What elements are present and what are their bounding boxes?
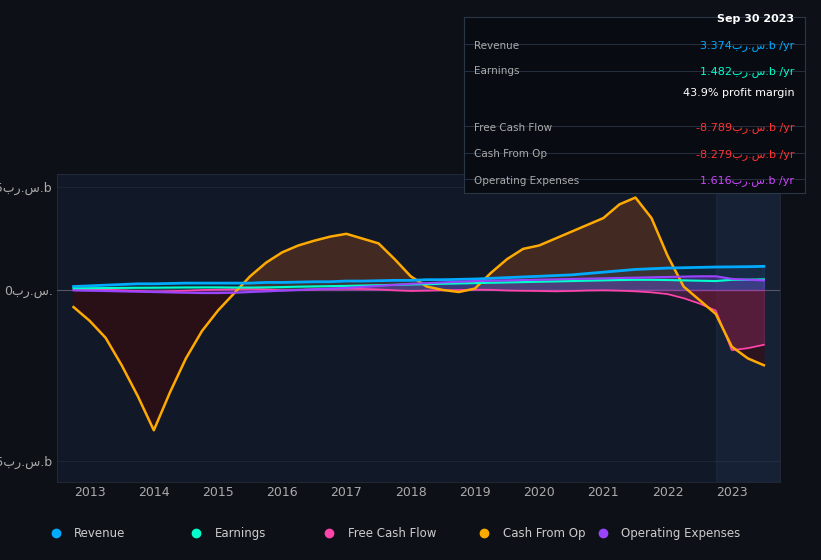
Text: -8.279بر.س.b /yr: -8.279بر.س.b /yr xyxy=(696,149,795,160)
Text: Operating Expenses: Operating Expenses xyxy=(474,176,580,186)
Text: 1.482بر.س.b /yr: 1.482بر.س.b /yr xyxy=(700,66,795,77)
Text: 43.9% profit margin: 43.9% profit margin xyxy=(683,88,795,97)
Text: 1.616بر.س.b /yr: 1.616بر.س.b /yr xyxy=(700,175,795,186)
Text: Free Cash Flow: Free Cash Flow xyxy=(348,527,436,540)
Text: Revenue: Revenue xyxy=(75,527,126,540)
Text: Sep 30 2023: Sep 30 2023 xyxy=(718,15,795,25)
Bar xyxy=(716,174,780,482)
Text: Earnings: Earnings xyxy=(474,67,520,77)
Text: Revenue: Revenue xyxy=(474,41,519,51)
Text: Operating Expenses: Operating Expenses xyxy=(621,527,741,540)
Text: Cash From Op: Cash From Op xyxy=(502,527,585,540)
Text: Cash From Op: Cash From Op xyxy=(474,150,547,160)
Text: 3.374بر.س.b /yr: 3.374بر.س.b /yr xyxy=(700,40,795,52)
Text: Free Cash Flow: Free Cash Flow xyxy=(474,123,553,133)
Text: -8.789بر.س.b /yr: -8.789بر.س.b /yr xyxy=(696,123,795,133)
Text: Earnings: Earnings xyxy=(215,527,266,540)
